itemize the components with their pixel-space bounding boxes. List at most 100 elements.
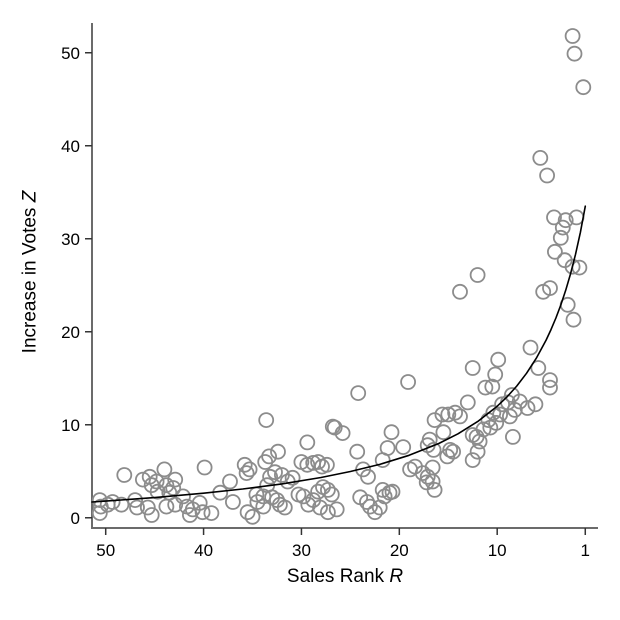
data-point (447, 404, 464, 421)
data-point (532, 149, 549, 166)
data-point (505, 428, 521, 445)
data-point (469, 267, 486, 283)
data-point (575, 79, 592, 96)
data-point (527, 396, 544, 413)
data-point (546, 209, 562, 226)
y-tick-label: 10 (61, 416, 80, 435)
data-point (464, 360, 481, 376)
data-point (113, 496, 130, 513)
data-point (487, 366, 504, 383)
data-point (326, 419, 343, 436)
data-point (238, 465, 255, 482)
data-point (203, 505, 220, 521)
data-point (191, 494, 208, 511)
data-point (542, 372, 558, 389)
data-point (323, 486, 340, 503)
data-point (167, 471, 184, 488)
data-point (426, 481, 443, 498)
x-tick-label: 10 (488, 541, 507, 560)
data-point (143, 507, 160, 523)
data-point (196, 459, 213, 476)
data-point (539, 167, 555, 184)
data-point (459, 394, 476, 411)
data-point (224, 494, 241, 510)
data-point (435, 424, 452, 441)
data-point (91, 492, 108, 509)
data-point (400, 374, 417, 390)
data-point (554, 219, 571, 236)
data-point (383, 424, 400, 441)
data-point (241, 461, 258, 478)
data-point (255, 498, 272, 515)
data-point (258, 412, 275, 429)
data-point (434, 406, 451, 423)
data-point (542, 280, 558, 297)
data-point (334, 425, 351, 442)
y-tick-label: 50 (61, 44, 80, 63)
data-point (519, 400, 536, 416)
data-point (482, 419, 499, 436)
data-point (366, 504, 383, 521)
data-point (477, 379, 494, 396)
data-point (475, 421, 492, 438)
data-point (565, 311, 582, 328)
data-point (139, 499, 156, 516)
data-point (362, 498, 378, 515)
data-point (262, 468, 279, 485)
data-point (158, 477, 175, 494)
data-point (384, 483, 401, 500)
y-axis-label-italic: Z (19, 190, 41, 203)
y-tick-label: 30 (61, 230, 80, 249)
data-point (490, 351, 507, 368)
data-point (464, 452, 481, 469)
data-point (359, 494, 375, 510)
data-point (222, 473, 238, 490)
data-point (319, 504, 336, 521)
data-point (501, 408, 518, 425)
data-point (148, 473, 165, 490)
data-point (494, 396, 511, 413)
data-point (557, 212, 574, 229)
data-point (270, 443, 286, 460)
data-point (318, 456, 335, 473)
data-point (419, 468, 436, 485)
data-point (295, 488, 312, 505)
data-point (349, 443, 366, 460)
data-point (374, 481, 391, 498)
data-point (424, 473, 441, 490)
data-point (239, 504, 256, 521)
data-point (566, 45, 583, 62)
x-tick-label: 30 (292, 541, 311, 560)
y-tick-label: 20 (61, 323, 80, 342)
data-point (379, 440, 396, 456)
data-point (194, 504, 211, 521)
data-point (158, 498, 175, 515)
x-tick-label: 1 (581, 541, 590, 560)
data-point (91, 505, 108, 521)
data-point (542, 379, 558, 396)
data-point (299, 434, 316, 451)
data-point (452, 283, 468, 300)
data-point (452, 408, 468, 425)
data-point (300, 496, 317, 513)
data-point (244, 508, 261, 525)
data-point (530, 360, 547, 376)
data-point (129, 499, 145, 516)
data-point (271, 496, 288, 513)
data-point (469, 443, 486, 460)
data-point (564, 28, 581, 44)
x-tick-label: 50 (96, 541, 115, 560)
data-point (312, 499, 328, 516)
data-point (350, 385, 367, 402)
data-point (236, 456, 253, 473)
x-tick-label: 40 (194, 541, 213, 560)
x-axis-label-text: Sales Rank (286, 566, 390, 587)
data-point (376, 488, 393, 505)
data-point (104, 494, 121, 510)
data-point (328, 501, 345, 518)
y-tick-label: 40 (61, 137, 80, 156)
data-point (167, 496, 184, 513)
data-point (257, 454, 274, 470)
